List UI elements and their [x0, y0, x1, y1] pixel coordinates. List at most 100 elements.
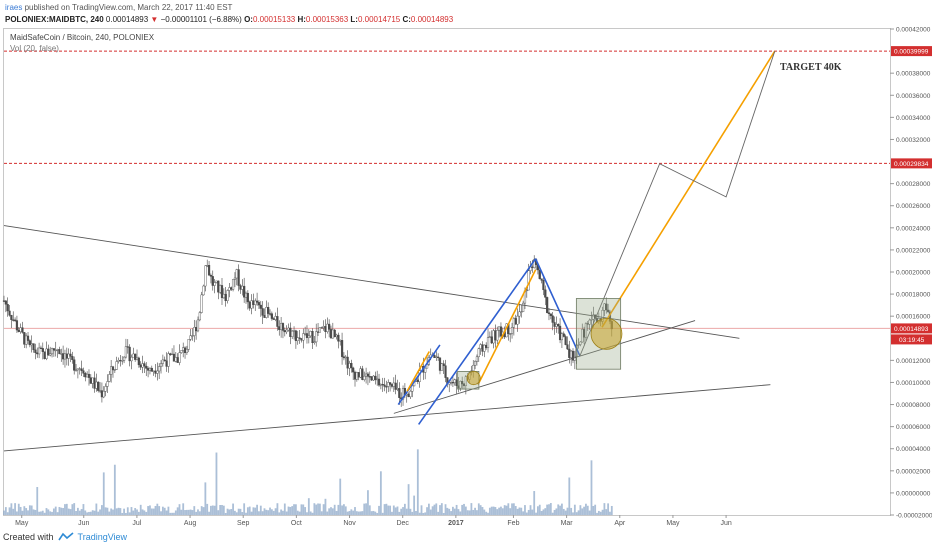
x-tick-label: May — [666, 520, 680, 527]
y-tick-label: 0.00028000 — [896, 181, 931, 188]
candle-body — [337, 334, 340, 342]
volume-bar — [60, 507, 63, 515]
candle-body — [481, 344, 484, 352]
volume-bar — [581, 508, 584, 515]
volume-bar — [108, 511, 111, 515]
candle-body — [117, 359, 120, 362]
volume-bar — [585, 503, 587, 515]
tradingview-brand[interactable]: TradingView — [77, 532, 128, 542]
volume-bar — [58, 506, 61, 515]
volume-bar — [89, 511, 92, 515]
projection-line — [406, 351, 430, 392]
candle-body — [130, 356, 133, 362]
candle-body — [573, 356, 576, 361]
volume-bar — [174, 510, 177, 515]
volume-bar — [211, 505, 214, 515]
volume-bar — [248, 506, 251, 515]
volume-bar — [294, 504, 297, 515]
volume-bar — [14, 503, 16, 515]
volume-bar — [341, 505, 343, 515]
candle-body — [224, 293, 227, 301]
volume-bar — [307, 498, 310, 515]
volume-bar — [573, 504, 576, 515]
last-price: 0.00014893 — [105, 15, 149, 24]
candle-body — [243, 285, 246, 298]
candle-body — [287, 327, 290, 331]
candle-body — [154, 370, 157, 374]
volume-bar — [150, 508, 153, 515]
volume-bar — [422, 512, 425, 515]
candle-body — [254, 300, 257, 305]
y-tick-label: 0.00042000 — [896, 27, 931, 34]
x-tick-label: Aug — [184, 520, 197, 527]
volume-bar — [54, 506, 57, 515]
volume-bar — [418, 512, 421, 515]
candle-body — [344, 356, 347, 359]
volume-bar — [546, 504, 549, 515]
candle-body — [449, 382, 453, 384]
trendline-line — [393, 320, 696, 414]
volume-bar — [452, 506, 454, 515]
volume-bar — [125, 512, 127, 515]
author-link[interactable]: iraes — [5, 3, 23, 12]
published-by-line: iraes published on TradingView.com, Marc… — [5, 3, 232, 12]
candle-body — [490, 336, 493, 344]
volume-bar — [468, 510, 471, 515]
volume-bar — [538, 504, 541, 515]
volume-bar — [106, 507, 109, 515]
y-tick-label: 0.00006000 — [896, 424, 931, 431]
volume-bar — [363, 503, 366, 515]
volume-bar — [167, 506, 170, 515]
volume-bar — [265, 509, 268, 515]
volume-bar — [326, 511, 329, 515]
candle-body — [398, 388, 401, 398]
candle-body — [440, 363, 443, 371]
candle-body — [106, 381, 109, 387]
candle-body — [590, 319, 593, 321]
volume-bar — [592, 506, 595, 515]
candle-body — [309, 331, 312, 337]
candle-body — [34, 349, 37, 353]
candle-body — [605, 303, 608, 311]
volume-bar — [298, 511, 301, 515]
volume-bar — [252, 507, 255, 515]
volume-bar — [429, 509, 432, 515]
candle-body — [564, 336, 567, 345]
channel-line — [417, 258, 537, 425]
candle-body — [560, 333, 564, 341]
volume-bar — [330, 507, 332, 515]
candle-body — [209, 274, 213, 277]
y-tick-label: 0.00034000 — [896, 115, 931, 122]
candle-body — [244, 292, 248, 298]
volume-bar — [374, 511, 377, 515]
volume-bar — [283, 503, 286, 515]
candle-body — [163, 359, 166, 362]
candle-body — [557, 324, 560, 327]
indicator-legend[interactable]: Vol (20, false) — [10, 44, 59, 53]
candle-body — [509, 333, 512, 335]
volume-bar — [185, 509, 188, 515]
volume-bar — [501, 508, 504, 515]
change-value: −0.00001101 (−6.88%) — [160, 15, 242, 24]
volume-bar — [439, 505, 441, 515]
candle-body — [80, 368, 83, 371]
volume-bar — [500, 506, 502, 515]
volume-bar — [235, 512, 238, 515]
volume-bar — [385, 503, 388, 515]
volume-bar — [568, 477, 571, 515]
volume-bar — [126, 507, 129, 515]
candle-body — [324, 326, 327, 332]
candle-body — [255, 300, 259, 303]
volume-bar — [605, 509, 608, 515]
volume-bar — [152, 508, 155, 515]
candle-body — [355, 372, 358, 380]
candle-body — [200, 294, 203, 313]
candle-body — [43, 351, 46, 359]
candle-body — [280, 323, 283, 330]
volume-bar — [442, 512, 445, 515]
volume-bar — [287, 506, 290, 515]
countdown-tag — [891, 334, 932, 345]
volume-bar — [62, 508, 65, 515]
candle-body — [86, 373, 89, 378]
